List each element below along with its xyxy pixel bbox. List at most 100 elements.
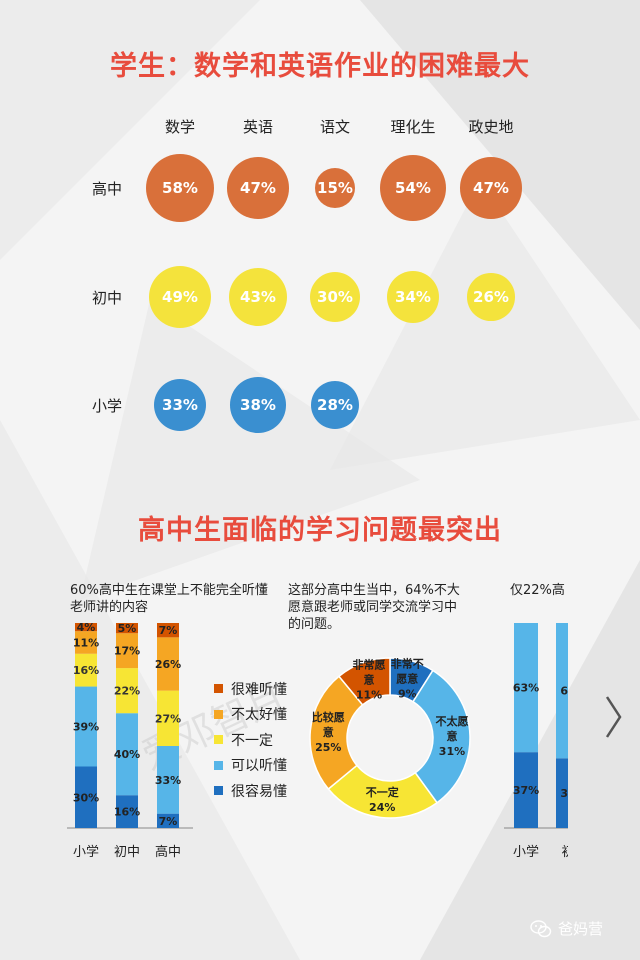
legend-swatch xyxy=(214,709,223,719)
slice-value-label: 25% xyxy=(315,741,341,754)
bar-value-label: 5% xyxy=(118,622,137,635)
bar-chart-description: 60%高中生在课堂上不能完全听懂老师讲的内容 xyxy=(70,583,268,615)
wechat-icon xyxy=(530,919,552,937)
bubble: 47% xyxy=(460,157,522,219)
bar-segment xyxy=(157,746,179,814)
bubble: 34% xyxy=(386,270,440,324)
bar-value-label: 16% xyxy=(73,664,99,677)
column-header: 英语 xyxy=(242,118,273,136)
legend-swatch xyxy=(214,760,223,770)
bar-segment xyxy=(157,623,179,638)
bar-segment xyxy=(116,795,138,828)
donut-slice xyxy=(327,764,439,819)
bubble-chart-title: 学生：数学和英语作业的困难最大 xyxy=(110,51,530,82)
bar-value-label: 17% xyxy=(114,645,140,658)
bar-segment xyxy=(75,766,97,828)
category-label: 高中 xyxy=(155,844,181,860)
legend-item: 可以听懂 xyxy=(214,753,287,779)
bubble: 15% xyxy=(314,167,356,209)
bar-segment xyxy=(116,623,138,634)
bubble: 38% xyxy=(230,377,286,433)
legend-label: 不一定 xyxy=(231,732,273,749)
section-title: 高中生面临的学习问题最突出 xyxy=(138,515,502,546)
bar-value-label: 26% xyxy=(155,658,181,671)
slice-value-label: 11% xyxy=(356,689,382,702)
category-label: 初 xyxy=(561,845,568,860)
bar-value-label: 4% xyxy=(77,621,96,634)
bar-segment xyxy=(157,813,179,828)
slice-value-label: 9% xyxy=(398,687,417,700)
row-header: 初中 xyxy=(91,289,122,307)
partial-stacked-bar-chart: 37% 63% 小学 34 66 初 xyxy=(504,623,568,860)
bar-segment xyxy=(75,686,97,767)
slice-value-label: 24% xyxy=(369,801,395,814)
slice-label: 非常不 xyxy=(391,656,424,670)
slice-label: 意 xyxy=(363,673,374,687)
legend-item: 很难听懂 xyxy=(214,676,287,702)
donut-chart-description: 这部分高中生当中，64%不大愿意跟老师或同学交流学习中的问题。 xyxy=(288,583,460,632)
slice-label: 愿意 xyxy=(396,671,418,685)
bar-segment xyxy=(556,623,568,759)
background-facet xyxy=(330,180,640,470)
category-label: 小学 xyxy=(513,844,539,860)
category-label: 初中 xyxy=(114,845,140,860)
bar-segment xyxy=(514,623,538,753)
chevron-right-icon[interactable] xyxy=(602,694,624,740)
brand: 爸妈营 xyxy=(530,918,603,939)
background-facet xyxy=(0,0,260,260)
legend-item: 很容易懂 xyxy=(214,778,287,804)
legend-swatch xyxy=(214,735,223,745)
stacked-bar-chart: 30% 39% 16% 11% 4% 小学 16% 40% 22% 17% 5% 初中 7% 33% 27%… xyxy=(67,621,193,860)
legend-item: 不太好懂 xyxy=(214,702,287,728)
slice-label: 意 xyxy=(323,725,334,739)
bubble: 58% xyxy=(145,153,215,223)
column-header: 数学 xyxy=(164,118,195,136)
legend-label: 很容易懂 xyxy=(231,783,287,800)
slice-label: 意 xyxy=(446,729,457,743)
bar-segment xyxy=(116,713,138,796)
bubble: 54% xyxy=(379,154,447,222)
bar-chart-legend: 很难听懂不太好懂不一定可以听懂很容易懂 xyxy=(214,676,287,804)
bar-value-label: 7% xyxy=(159,815,178,828)
donut-slice xyxy=(337,657,391,706)
bar-value-label: 27% xyxy=(155,712,181,725)
partial-chart-description: 仅22%高 xyxy=(510,583,565,598)
bar-value-label: 7% xyxy=(159,624,178,637)
bar-value-label: 63% xyxy=(513,682,539,695)
row-header: 小学 xyxy=(91,397,122,415)
bar-value-label: 66 xyxy=(560,685,568,698)
bar-value-label: 34 xyxy=(560,787,568,800)
column-header: 理化生 xyxy=(390,118,436,136)
bar-segment xyxy=(116,668,138,714)
row-header: 高中 xyxy=(91,180,122,198)
background-facet xyxy=(80,300,420,600)
legend-swatch xyxy=(214,684,223,694)
brand-name: 爸妈营 xyxy=(558,920,604,938)
legend-label: 很难听懂 xyxy=(231,681,287,698)
bar-segment xyxy=(157,690,179,746)
legend-label: 不太好懂 xyxy=(231,707,287,724)
bar-value-label: 40% xyxy=(114,748,140,761)
column-header: 政史地 xyxy=(468,118,514,136)
bubble: 26% xyxy=(467,273,515,321)
slice-label: 比较愿 xyxy=(312,710,345,724)
bar-value-label: 30% xyxy=(73,791,99,804)
slice-label: 不一定 xyxy=(366,785,399,799)
bar-segment xyxy=(116,633,138,669)
legend-label: 可以听懂 xyxy=(231,758,287,775)
bar-value-label: 22% xyxy=(114,685,140,698)
bubble: 28% xyxy=(310,380,360,430)
bar-segment xyxy=(514,752,538,828)
bubble: 43% xyxy=(228,267,288,327)
bar-segment xyxy=(75,631,97,654)
bar-segment xyxy=(556,758,568,828)
donut-slice xyxy=(412,669,471,804)
bar-value-label: 39% xyxy=(73,721,99,734)
legend-item: 不一定 xyxy=(214,727,287,753)
bubble: 30% xyxy=(309,271,361,323)
legend-swatch xyxy=(214,786,223,796)
bar-segment xyxy=(157,637,179,691)
bubble: 47% xyxy=(227,157,289,219)
